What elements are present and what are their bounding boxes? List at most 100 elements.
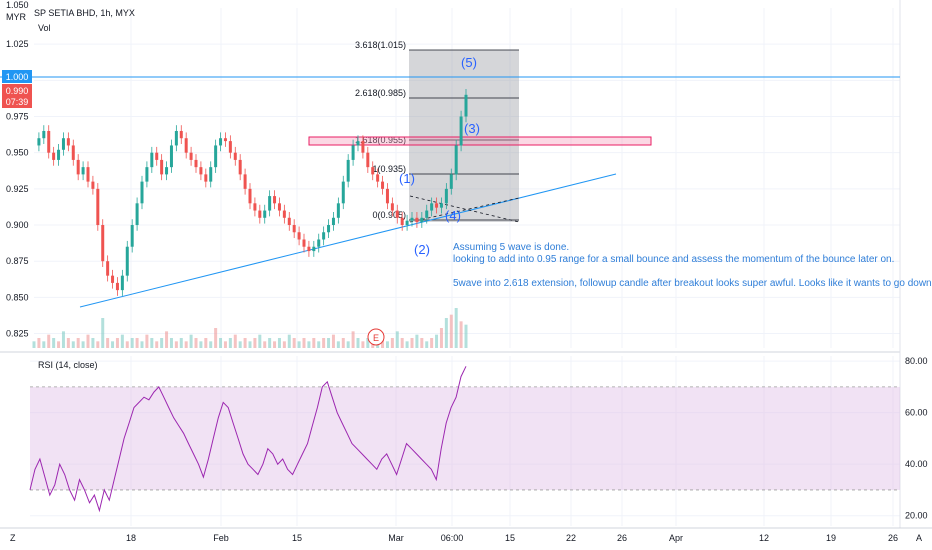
candle-body [233,152,237,160]
candle-body [204,174,208,182]
candle-body [248,188,252,204]
volume-bar [307,341,311,348]
time-tick-label: 22 [566,533,576,543]
wave-dashed-line-2 [409,197,520,223]
candle-body [395,210,399,218]
volume-bar [410,338,414,348]
volume-bar [214,328,218,348]
rsi-axis[interactable]: 20.00 40.00 60.00 80.00 [905,356,928,521]
rsi-line [29,366,467,513]
volume-bar [106,338,110,348]
candle-body [420,217,424,223]
candle-body [219,138,223,146]
time-tick-label: 26 [888,533,898,543]
time-tick-label: Mar [388,533,404,543]
candle-body [346,159,350,182]
earnings-marker[interactable] [367,328,385,346]
volume-bar [165,331,169,348]
volume-bar [194,338,198,348]
volume-bar [444,318,448,348]
volume-bar [385,341,389,348]
price-tick-label: 1.025 [6,39,29,49]
volume-bar [115,338,119,348]
earnings-marker-label: E [373,333,379,343]
volume-bar [91,338,95,348]
fib-extension-tool[interactable]: 3.618(1.015) 2.618(0.985) 1.618(0.955) 1… [355,40,519,222]
time-tick-label: 19 [826,533,836,543]
candle-body [464,94,468,117]
volume-bar [435,334,439,348]
volume-bar [287,334,291,348]
wave-label-3: (3) [464,121,480,136]
price-tick-label: 0.875 [6,256,29,266]
volume-bar [61,331,65,348]
candle-body [106,261,110,276]
candle-body [307,246,311,252]
volume-bar [169,338,173,348]
candle-body [361,141,365,153]
fib-label-1: 1(0.935) [372,164,406,174]
candle-body [174,130,178,146]
candle-body [287,217,291,226]
candle-body [169,145,173,168]
candle-body [91,181,95,189]
candle-body [435,203,439,208]
volume-bar [155,341,159,348]
volume-bar [219,338,223,348]
candle-body [52,152,56,160]
candle-body [268,196,272,211]
auto-scale-button[interactable]: A [916,533,922,543]
candle-body [253,203,257,211]
candle-body [400,217,404,226]
volume-bar [120,334,124,348]
candle-body [214,145,218,168]
volume-bar [145,334,149,348]
trendline[interactable] [79,173,617,308]
candle-body [47,130,51,153]
candle-body [366,152,370,168]
price-tick-label: 0.850 [6,292,29,302]
candle-body [341,181,345,204]
candle-body [415,217,419,223]
resistance-zone[interactable] [308,136,652,146]
candle-body [179,130,183,139]
volume-bar [351,331,355,348]
volume-bar [66,338,70,348]
candle-body [405,220,409,226]
candle-body [223,138,227,142]
volume-bar [96,341,100,348]
candle-body [61,138,65,150]
price-tick-label: 0.950 [6,148,29,158]
volume-bar [101,318,105,348]
candle-body [189,152,193,160]
volume-bar [184,341,188,348]
candle-body [439,203,443,208]
candle-body [42,130,46,139]
volume-bar [81,341,85,348]
volume-bar [57,341,61,348]
candle-body [184,138,188,153]
rsi-title: RSI (14, close) [38,360,98,370]
volume-bar [86,334,90,348]
candle-body [71,145,75,160]
price-axis[interactable]: 0.825 0.850 0.875 0.900 0.925 0.950 0.975 1.025 [6,39,29,338]
time-axis[interactable]: 18 Feb 15 Mar 06:00 15 22 26 Apr 12 19 26 [126,533,898,543]
volume-bar [223,341,227,348]
volume-bar [420,338,424,348]
volume-bar [395,331,399,348]
candle-body [228,141,232,153]
zoom-icon[interactable]: Z [10,533,16,543]
candle-body [76,159,80,175]
volume-bar [174,341,178,348]
candle-body [125,246,129,276]
time-tick-label: 12 [759,533,769,543]
currency-label: MYR [6,12,27,22]
rsi-tick-label: 20.00 [905,511,928,521]
price-grid [34,8,900,526]
time-tick-label: 26 [617,533,627,543]
volume-bar [341,338,345,348]
candle-body [160,159,164,175]
volume-bar [76,338,80,348]
volume-bar [47,334,51,348]
